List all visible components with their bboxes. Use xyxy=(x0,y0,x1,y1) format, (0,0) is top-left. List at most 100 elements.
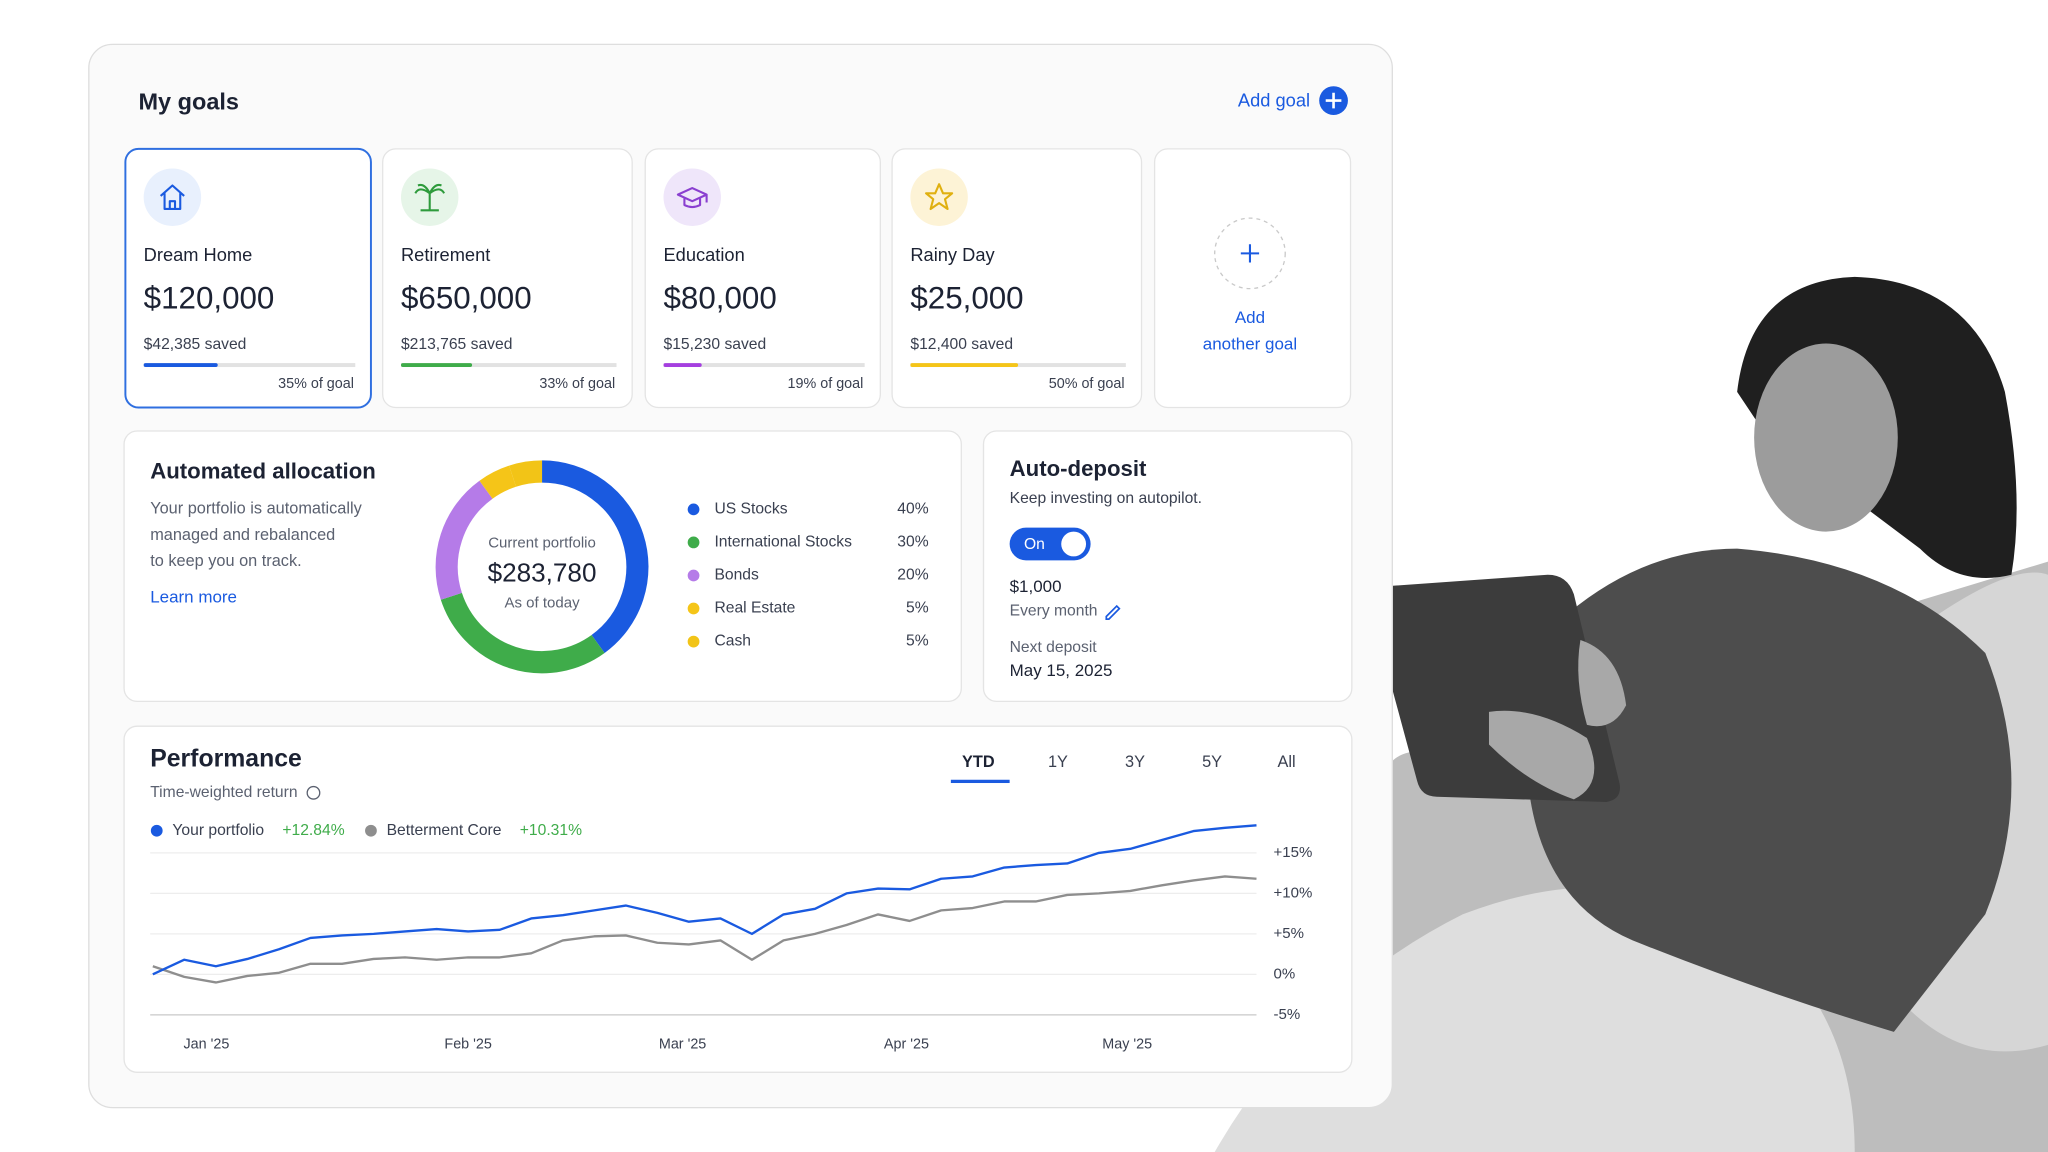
legend-dot xyxy=(687,536,700,549)
donut-segment xyxy=(479,465,517,499)
toggle-knob xyxy=(1061,531,1087,557)
auto-deposit-card xyxy=(982,430,1353,703)
y-tick-label: +10% xyxy=(1273,884,1312,901)
progress-bar xyxy=(143,363,218,368)
donut-segment xyxy=(440,592,605,674)
goal-icon xyxy=(414,183,446,212)
progress-label: 19% of goal xyxy=(788,376,864,392)
toggle-label: On xyxy=(1024,536,1045,553)
performance-subtitle: Time-weighted return xyxy=(150,784,297,801)
progress-bar xyxy=(663,363,702,368)
plus-icon xyxy=(1325,92,1342,109)
legend-value: 30% xyxy=(897,534,928,551)
donut-segment xyxy=(509,460,543,487)
auto-deposit-title: Auto-deposit xyxy=(1010,456,1147,481)
x-tick-label: Apr '25 xyxy=(884,1037,929,1053)
goal-icon-bg xyxy=(143,168,202,226)
goal-saved: $42,385 saved xyxy=(144,336,247,353)
donut-center-label: Current portfolio xyxy=(488,534,596,551)
allocation-text: to keep you on track. xyxy=(150,552,301,570)
legend-dot xyxy=(687,602,700,615)
goal-target: $25,000 xyxy=(910,281,1023,316)
y-tick-label: -5% xyxy=(1273,1006,1300,1023)
goal-name: Rainy Day xyxy=(910,244,995,265)
goal-icon xyxy=(676,187,708,209)
legend-label: Bonds xyxy=(714,567,759,584)
allocation-card xyxy=(123,430,962,703)
page-title: My goals xyxy=(138,88,239,114)
goal-name: Retirement xyxy=(401,244,490,265)
photo xyxy=(1214,276,2048,1152)
progress-label: 33% of goal xyxy=(539,376,615,392)
legend-value: 40% xyxy=(897,501,928,518)
next-deposit-label: Next deposit xyxy=(1010,639,1098,656)
donut-segment xyxy=(435,480,493,600)
auto-deposit-subtitle: Keep investing on autopilot. xyxy=(1010,490,1202,507)
legend-dot xyxy=(150,824,163,837)
goal-target: $120,000 xyxy=(144,281,275,316)
legend-dot xyxy=(687,635,700,648)
x-tick-label: Mar '25 xyxy=(659,1037,706,1053)
donut-center-note: As of today xyxy=(504,594,580,611)
progress-track xyxy=(143,363,356,368)
period-tab[interactable]: All xyxy=(1277,753,1295,771)
learn-more-link[interactable]: Learn more xyxy=(150,588,237,607)
legend-label: US Stocks xyxy=(714,501,787,518)
donut-segment xyxy=(541,460,649,653)
legend-dot xyxy=(365,824,377,837)
donut-center-value: $283,780 xyxy=(488,558,597,588)
add-goal-text: another goal xyxy=(1203,334,1297,353)
next-deposit-date: May 15, 2025 xyxy=(1010,661,1113,680)
line-series xyxy=(152,875,1257,984)
y-tick-label: +15% xyxy=(1273,844,1312,861)
y-tick-label: 0% xyxy=(1273,965,1295,982)
period-tab[interactable]: YTD xyxy=(962,753,995,771)
goal-icon xyxy=(159,184,185,211)
period-tab[interactable]: 3Y xyxy=(1125,753,1145,771)
goal-icon-bg xyxy=(910,168,968,226)
legend-return: +12.84% xyxy=(282,822,344,839)
legend-label: International Stocks xyxy=(714,534,852,551)
goal-saved: $12,400 saved xyxy=(910,336,1013,353)
progress-label: 35% of goal xyxy=(278,376,354,392)
x-tick-label: Feb '25 xyxy=(444,1037,491,1053)
add-goal-card[interactable] xyxy=(1153,148,1352,409)
goal-icon xyxy=(924,183,954,211)
goal-saved: $213,765 saved xyxy=(401,336,512,353)
allocation-text: managed and rebalanced xyxy=(150,526,335,544)
goal-saved: $15,230 saved xyxy=(664,336,767,353)
info-icon[interactable] xyxy=(306,785,321,800)
y-tick-label: +5% xyxy=(1273,925,1303,942)
goal-target: $650,000 xyxy=(401,281,532,316)
torso xyxy=(1528,548,2012,1032)
progress-label: 50% of goal xyxy=(1049,376,1125,392)
line-series xyxy=(152,824,1257,976)
goal-name: Dream Home xyxy=(144,244,253,265)
performance-title: Performance xyxy=(150,746,302,773)
deposit-amount: $1,000 xyxy=(1010,577,1062,596)
legend-label: Betterment Core xyxy=(387,822,502,839)
deposit-frequency: Every month xyxy=(1010,602,1098,619)
hand xyxy=(1488,710,1595,800)
legend-value: 5% xyxy=(906,600,929,617)
legend-return: +10.31% xyxy=(520,822,582,839)
add-goal-text: Add xyxy=(1235,308,1265,327)
edit-icon[interactable] xyxy=(1105,604,1121,620)
period-tab[interactable]: 5Y xyxy=(1202,753,1222,771)
add-goal-link[interactable]: Add goal xyxy=(1238,90,1310,111)
tab-underline xyxy=(950,779,1010,784)
goal-icon-bg xyxy=(663,168,721,226)
legend-value: 20% xyxy=(897,567,928,584)
hand xyxy=(1578,640,1627,727)
progress-bar xyxy=(400,363,473,368)
goal-name: Education xyxy=(664,244,745,265)
plus-icon xyxy=(1240,244,1260,263)
x-tick-label: May '25 xyxy=(1102,1037,1152,1053)
legend-label: Cash xyxy=(714,633,751,650)
legend-label: Your portfolio xyxy=(172,822,264,839)
face xyxy=(1754,343,1898,532)
period-tab[interactable]: 1Y xyxy=(1048,753,1068,771)
legend-label: Real Estate xyxy=(714,600,795,617)
performance-card xyxy=(123,725,1353,1073)
